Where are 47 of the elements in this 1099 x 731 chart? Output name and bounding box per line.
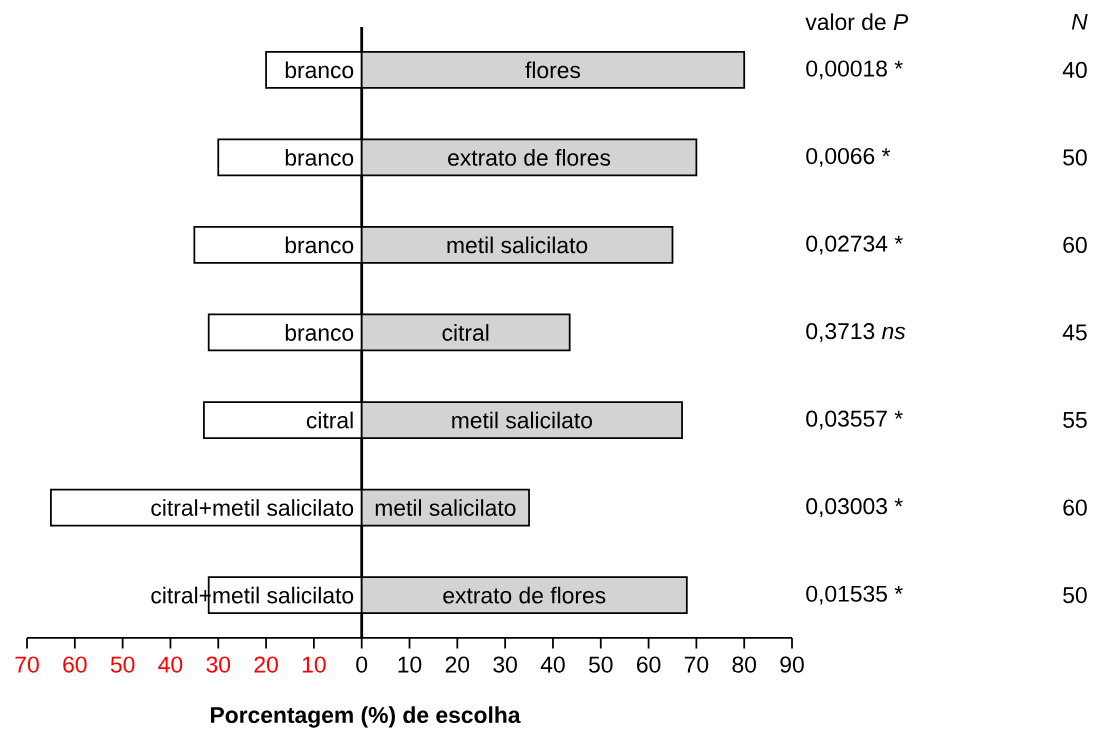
text: 50 xyxy=(1063,149,1087,166)
data-label: extrato de flores xyxy=(448,149,611,166)
text: 0,00018 * xyxy=(806,60,903,80)
x-tick-label: 70 xyxy=(15,656,39,673)
text: N xyxy=(1071,13,1088,30)
data-label: branco xyxy=(285,236,354,254)
text: 0,02734 * xyxy=(806,235,903,255)
text: 40 xyxy=(1062,61,1087,78)
x-tick-label: 30 xyxy=(206,656,231,673)
x-tick-label: 40 xyxy=(158,656,183,673)
text: 0,0066 * xyxy=(806,147,891,167)
x-tick-label: 10 xyxy=(302,656,326,673)
text: 50 xyxy=(1063,587,1087,604)
x-tick-label: 30 xyxy=(493,656,517,673)
x-tick-label: 40 xyxy=(540,656,565,673)
data-label: citral+metil salicilato xyxy=(151,499,354,516)
x-tick-label: 20 xyxy=(254,656,278,673)
text: 45 xyxy=(1062,324,1087,341)
data-label: branco xyxy=(285,149,354,166)
data-label: metil salicilato xyxy=(375,499,516,516)
data-label: extrato de flores xyxy=(443,586,606,604)
x-tick-label: 50 xyxy=(588,656,613,673)
data-label: metil salicilato xyxy=(452,411,592,429)
x-tick-label: 60 xyxy=(637,656,661,673)
text: 0,01535 * xyxy=(806,585,903,605)
data-label: citral xyxy=(306,411,353,429)
data-label: flores xyxy=(525,61,581,79)
text: 60 xyxy=(1063,236,1087,254)
data-label: branco xyxy=(285,324,354,341)
text: 0,3713 ns xyxy=(806,323,906,342)
x-tick-label: 20 xyxy=(445,656,470,673)
text: valor de P xyxy=(805,13,909,31)
text: 0,03557 * xyxy=(806,410,903,430)
data-label: branco xyxy=(285,61,354,79)
x-tick-label: 0 xyxy=(356,656,368,673)
x-tick-label: 80 xyxy=(732,656,757,673)
x-tick-label: 60 xyxy=(63,656,87,673)
x-tick-label: 90 xyxy=(780,656,804,673)
x-axis-title: Porcentagem (%) de escolha xyxy=(211,706,521,728)
data-label: citral xyxy=(442,324,489,341)
data-label: metil salicilato xyxy=(447,236,588,254)
x-tick-label: 10 xyxy=(398,656,422,673)
text: 55 xyxy=(1063,412,1087,428)
x-tick-label: 70 xyxy=(684,656,709,673)
x-tick-label: 50 xyxy=(110,656,135,673)
text: 0,03003 * xyxy=(806,498,903,517)
text: 60 xyxy=(1063,499,1087,516)
